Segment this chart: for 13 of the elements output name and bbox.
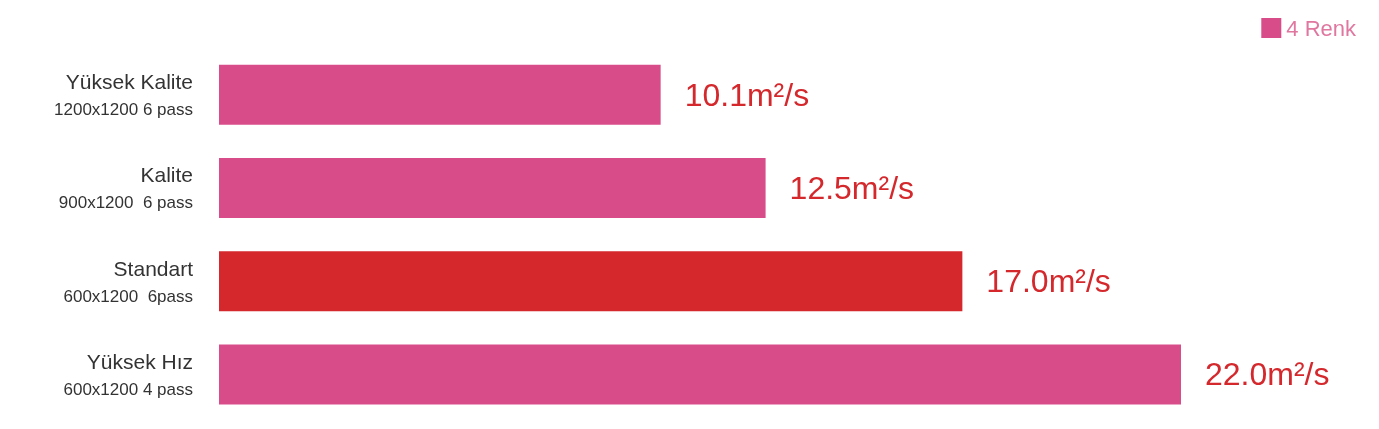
data-label: 12.5m²/s bbox=[789, 169, 915, 206]
data-label: 22.0m²/s bbox=[1205, 356, 1330, 393]
data-label: 17.0m²/s bbox=[986, 263, 1111, 300]
y-tick-label: Standart 600x1200 6pass bbox=[63, 256, 194, 306]
bar bbox=[219, 64, 661, 125]
bar bbox=[219, 157, 766, 218]
bar bbox=[219, 344, 1181, 405]
bar bbox=[219, 251, 963, 312]
y-tick-label: Yüksek Kalite 1200x1200 6 pass bbox=[54, 70, 193, 120]
data-label: 10.1m²/s bbox=[684, 76, 810, 113]
y-tick-label: Yüksek Hız 600x1200 4 pass bbox=[63, 349, 193, 399]
legend-label: 4 Renk bbox=[1286, 15, 1357, 41]
y-tick-label: Kalite 900x1200 6 pass bbox=[58, 163, 193, 213]
